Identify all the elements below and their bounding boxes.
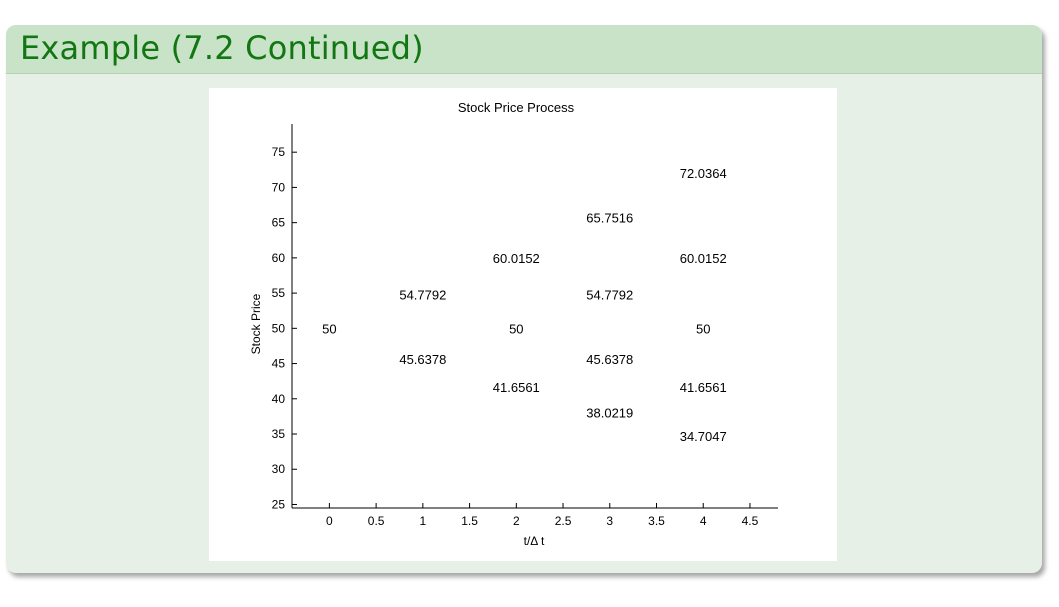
y-tick-label: 60 (272, 251, 286, 265)
x-tick-label: 4.5 (742, 514, 759, 528)
x-tick-label: 3.5 (648, 514, 665, 528)
data-point-label: 60.0152 (493, 251, 540, 266)
x-tick-label: 3 (606, 514, 613, 528)
y-tick-label: 70 (272, 180, 286, 194)
data-point-label: 34.7047 (680, 429, 727, 444)
data-point-label: 50 (322, 321, 336, 336)
data-point-label: 41.6561 (493, 380, 540, 395)
y-axis-label: Stock Price (249, 293, 263, 354)
data-point-label: 54.7792 (399, 288, 446, 303)
y-tick-label: 40 (272, 392, 286, 406)
y-tick-label: 30 (272, 462, 286, 476)
data-point-label: 50 (696, 321, 710, 336)
data-point-label: 72.0364 (680, 166, 727, 181)
y-tick-label: 65 (272, 216, 286, 230)
ticks: 25 30 35 40 45 50 55 60 65 70 75 0 0.5 1 1.5 2 2.5 3 3.5 4 4… (272, 145, 759, 528)
x-tick-label: 0 (326, 514, 333, 528)
data-point-label: 50 (509, 321, 523, 336)
data-point-label: 38.0219 (586, 406, 633, 421)
y-tick-label: 45 (272, 357, 286, 371)
data-point-label: 45.6378 (586, 352, 633, 367)
chart-title: Stock Price Process (458, 100, 575, 115)
data-point-label: 60.0152 (680, 251, 727, 266)
y-tick-label: 75 (272, 145, 286, 159)
slide-header: Example (7.2 Continued) (6, 25, 1042, 74)
data-point-label: 41.6561 (680, 380, 727, 395)
x-tick-label: 0.5 (368, 514, 385, 528)
data-point-label: 65.7516 (586, 210, 633, 225)
x-tick-label: 2 (513, 514, 520, 528)
stock-price-chart: Stock Price Process Stock Price t/Δ t 25… (249, 100, 778, 548)
slide-title: Example (7.2 Continued) (20, 29, 424, 67)
x-tick-label: 1.5 (461, 514, 478, 528)
y-tick-label: 35 (272, 427, 286, 441)
y-tick-label: 50 (272, 321, 286, 335)
x-tick-label: 1 (420, 514, 427, 528)
x-tick-label: 4 (700, 514, 707, 528)
x-tick-label: 2.5 (555, 514, 572, 528)
data-point-label: 54.7792 (586, 288, 633, 303)
data-point-label: 45.6378 (399, 352, 446, 367)
y-tick-label: 25 (272, 497, 286, 511)
axes (291, 124, 778, 509)
x-axis-label: t/Δ t (524, 534, 545, 548)
data-points: 50 54.7792 45.6378 60.0152 50 41.6561 65.7516 5… (322, 166, 727, 444)
chart-figure: Stock Price Process Stock Price t/Δ t 25… (209, 88, 837, 561)
y-tick-label: 55 (272, 286, 286, 300)
